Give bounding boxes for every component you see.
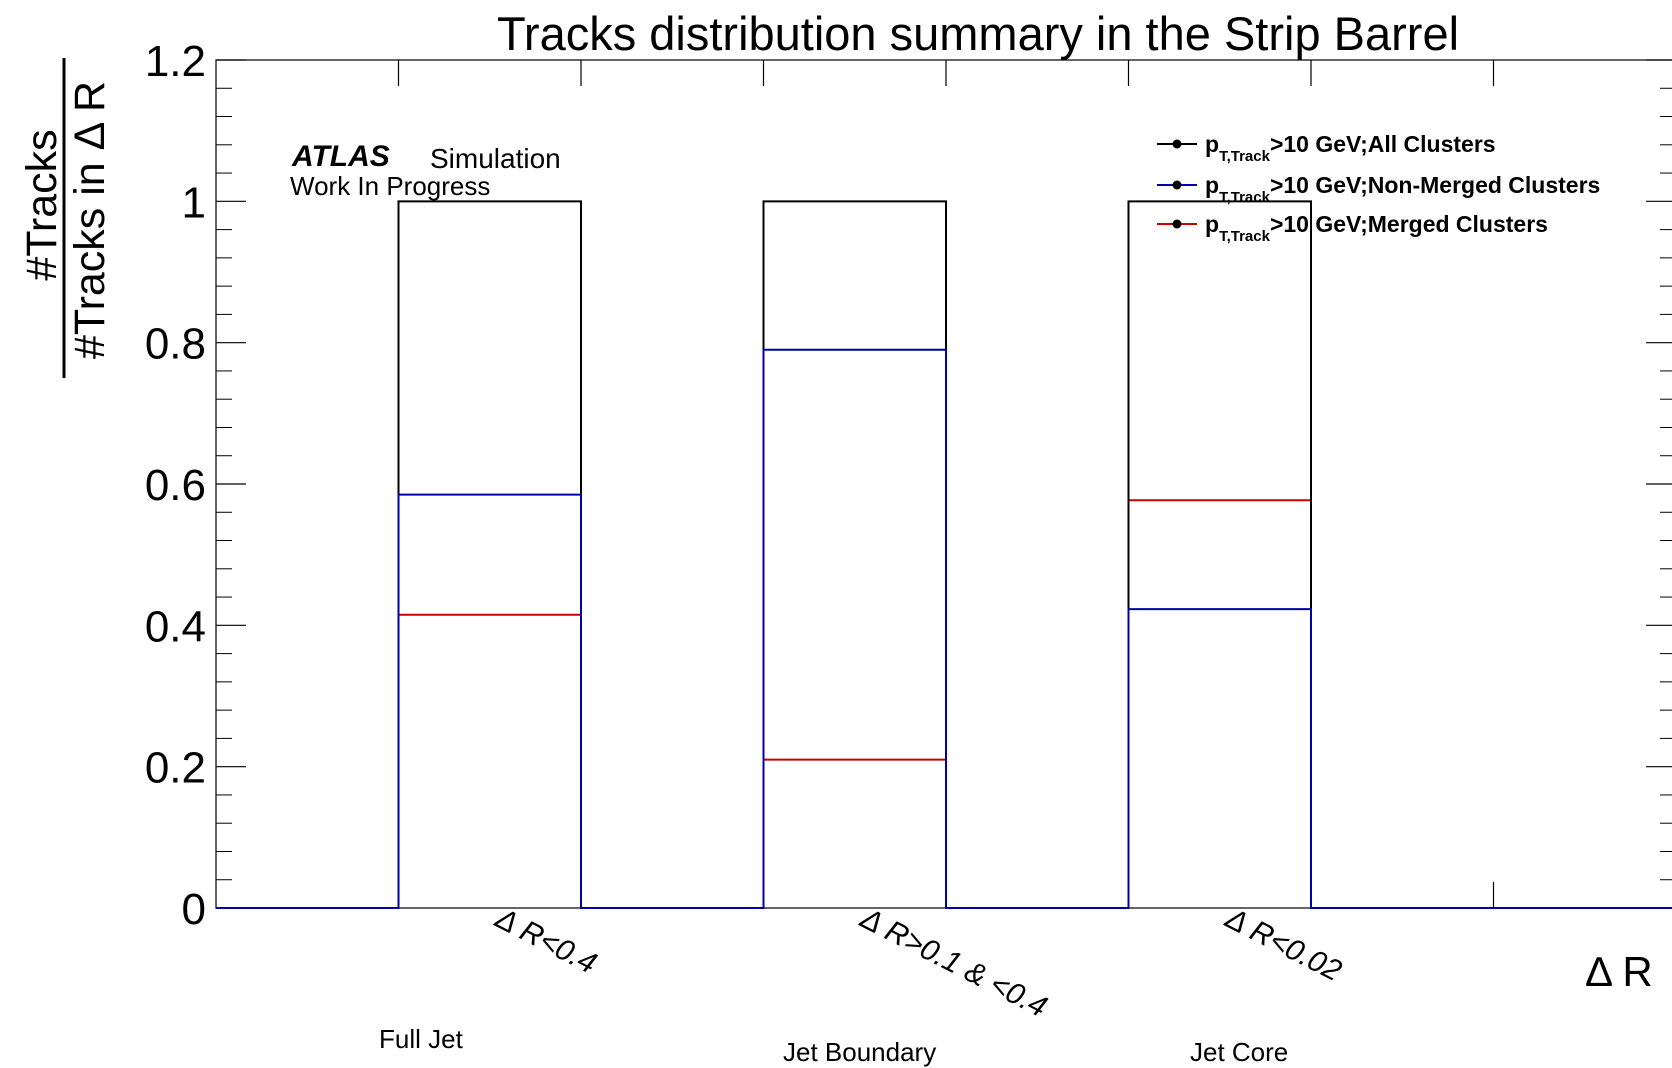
atlas-label: ATLAS Simulation Work In Progress — [290, 140, 561, 201]
y-tick-label: 1.2 — [145, 37, 206, 86]
chart-title: Tracks distribution summary in the Strip… — [497, 7, 1459, 60]
legend-entry: pT,Track>10 GeV;Merged Clusters — [1205, 211, 1548, 245]
legend-marker — [1172, 219, 1182, 229]
category-label: Δ R<0.4 — [489, 901, 601, 980]
series-line — [216, 499, 1672, 909]
group-caption-jet-boundary: Jet Boundary — [783, 1037, 937, 1067]
y-axis-label-numerator: #Tracks — [18, 129, 66, 280]
category-label: Δ R<0.02 — [1219, 901, 1346, 988]
y-tick-label: 0.2 — [145, 744, 206, 793]
series-line — [216, 200, 1672, 909]
legend-entry: pT,Track>10 GeV;All Clusters — [1205, 131, 1496, 165]
group-caption-full-jet: Full Jet — [379, 1024, 463, 1054]
legend-marker — [1172, 180, 1182, 190]
atlas-logo-text: ATLAS — [291, 140, 390, 173]
histogram-lines — [216, 200, 1672, 909]
y-tick-label: 0.6 — [145, 461, 206, 510]
x-axis-label: Δ R — [1585, 948, 1653, 995]
y-axis-ticks: 0 0.2 0.4 0.6 0.8 1 1.2 — [145, 37, 1672, 934]
legend: pT,Track>10 GeV;All Clusters pT,Track>10 … — [1157, 131, 1600, 245]
series-line — [216, 348, 1672, 909]
y-tick-label: 0.4 — [145, 602, 206, 651]
category-labels: Δ R<0.4 Δ R>0.1 & <0.4 Δ R<0.02 — [489, 901, 1346, 1024]
y-tick-label: 0.8 — [145, 320, 206, 369]
status-label: Work In Progress — [290, 171, 490, 201]
y-axis-label-denominator: #Tracks in Δ R — [66, 81, 114, 359]
y-axis-label: #Tracks #Tracks in Δ R — [18, 58, 114, 378]
simulation-label: Simulation — [430, 143, 561, 174]
group-caption-jet-core: Jet Core — [1190, 1037, 1289, 1067]
y-tick-label: 1 — [182, 178, 206, 227]
legend-entry: pT,Track>10 GeV;Non-Merged Clusters — [1205, 172, 1600, 206]
category-label: Δ R>0.1 & <0.4 — [854, 901, 1052, 1024]
legend-marker — [1172, 139, 1182, 149]
y-tick-label: 0 — [182, 885, 206, 934]
